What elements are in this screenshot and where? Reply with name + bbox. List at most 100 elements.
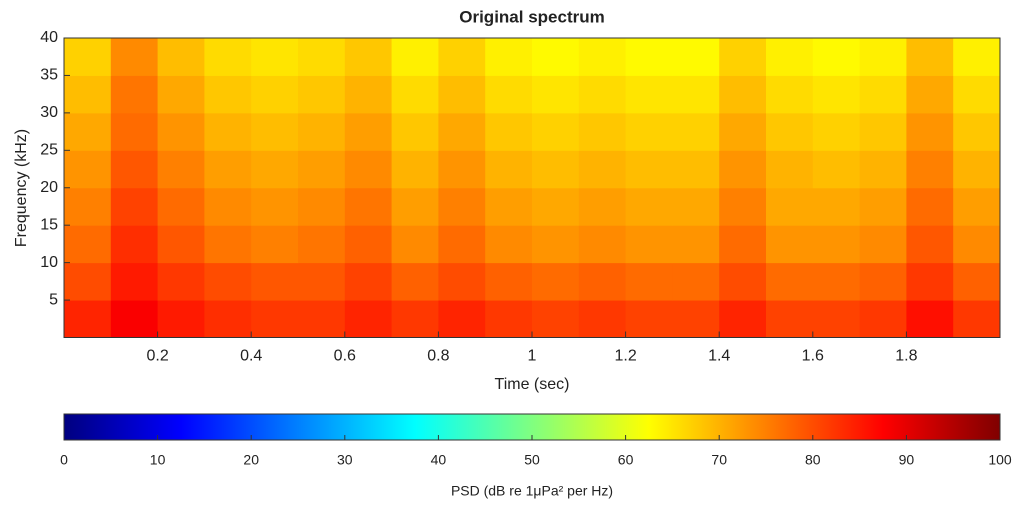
heatmap-cell [110, 187, 159, 226]
heatmap-cell [438, 150, 486, 189]
heatmap-cell [578, 262, 627, 301]
heatmap-cell [812, 262, 861, 301]
heatmap-cell [812, 187, 861, 226]
colorbar-tick-label: 80 [805, 452, 821, 468]
y-tick-label: 15 [40, 216, 58, 233]
heatmap-cell [110, 300, 159, 338]
heatmap-cell [344, 225, 393, 264]
heatmap-cell [719, 262, 767, 301]
heatmap-cell [906, 262, 954, 301]
heatmap-cell [157, 300, 205, 338]
heatmap-cell [859, 112, 907, 151]
heatmap-cell [204, 187, 252, 226]
heatmap-cell [766, 300, 814, 338]
heatmap-cell [438, 38, 486, 76]
colorbar-tick-label: 70 [711, 452, 727, 468]
heatmap-cell [719, 38, 767, 76]
heatmap-cell [766, 225, 814, 264]
heatmap-cell [298, 300, 346, 338]
x-tick-label: 1.2 [614, 348, 636, 365]
heatmap-cell [532, 300, 580, 338]
heatmap-cell [298, 75, 346, 114]
heatmap-cell [625, 225, 673, 264]
heatmap-cell [438, 112, 486, 151]
x-tick-label: 0.8 [427, 348, 449, 365]
heatmap-cell [532, 262, 580, 301]
heatmap-cell [344, 112, 393, 151]
heatmap-cell [64, 150, 112, 189]
heatmap-cell [859, 225, 907, 264]
chart-title: Original spectrum [459, 7, 604, 26]
heatmap-cell [812, 150, 861, 189]
heatmap-cell [672, 150, 720, 189]
heatmap-cell [64, 300, 112, 338]
heatmap-cell [204, 112, 252, 151]
heatmap-cell [391, 262, 439, 301]
heatmap-cell [906, 300, 954, 338]
heatmap-cell [485, 300, 533, 338]
heatmap-cell [438, 262, 486, 301]
y-tick-label: 10 [40, 254, 58, 271]
x-tick-label: 1 [528, 348, 537, 365]
heatmap-cell [344, 187, 393, 226]
heatmap-cell [953, 300, 1001, 338]
heatmap-cell [578, 187, 627, 226]
heatmap-cell [204, 38, 252, 76]
heatmap-cell [64, 225, 112, 264]
heatmap-cell [766, 187, 814, 226]
heatmap-cell [766, 262, 814, 301]
heatmap-cell [532, 187, 580, 226]
heatmap-cell [485, 75, 533, 114]
heatmap-cell [906, 112, 954, 151]
heatmap-cell [204, 150, 252, 189]
heatmap-cell [110, 38, 159, 76]
heatmap-cell [251, 150, 299, 189]
heatmap-cell [532, 150, 580, 189]
heatmap-cell [672, 38, 720, 76]
y-axis-label: Frequency (kHz) [13, 129, 30, 247]
heatmap-cell [766, 75, 814, 114]
y-tick-label: 40 [40, 29, 58, 46]
heatmap-cell [625, 75, 673, 114]
heatmap-cell [719, 75, 767, 114]
heatmap-cell [64, 38, 112, 76]
heatmap-cell [906, 225, 954, 264]
heatmap-cell [859, 187, 907, 226]
heatmap-cell [859, 262, 907, 301]
heatmap-cell [251, 300, 299, 338]
heatmap-cell [298, 262, 346, 301]
heatmap-cell [251, 225, 299, 264]
colorbar-tick-label: 30 [337, 452, 353, 468]
heatmap-cell [64, 112, 112, 151]
heatmap-cell [859, 38, 907, 76]
heatmap-cell [344, 38, 393, 76]
heatmap-cell [157, 225, 205, 264]
colorbar-tick-label: 60 [618, 452, 634, 468]
heatmap-cell [766, 112, 814, 151]
heatmap-cell [344, 300, 393, 338]
heatmap-cell [391, 300, 439, 338]
heatmap-cell [812, 75, 861, 114]
heatmap-cell [953, 150, 1001, 189]
heatmap-cell [812, 300, 861, 338]
y-tick-label: 20 [40, 179, 58, 196]
y-tick-label: 25 [40, 142, 58, 159]
heatmap-cell [485, 38, 533, 76]
heatmap-cell [625, 187, 673, 226]
x-tick-label: 1.8 [895, 348, 917, 365]
x-tick-label: 1.6 [802, 348, 824, 365]
heatmap-cell [110, 75, 159, 114]
heatmap-cell [625, 300, 673, 338]
x-tick-label: 0.4 [240, 348, 262, 365]
heatmap-cell [157, 112, 205, 151]
heatmap-cell [438, 75, 486, 114]
heatmap-cell [719, 150, 767, 189]
heatmap-cell [578, 75, 627, 114]
heatmap-cell [906, 150, 954, 189]
x-tick-label: 0.2 [146, 348, 168, 365]
heatmap-cell [953, 187, 1001, 226]
heatmap-cell [578, 150, 627, 189]
heatmap-cell [110, 150, 159, 189]
heatmap-cell [298, 187, 346, 226]
heatmap-cell [532, 38, 580, 76]
